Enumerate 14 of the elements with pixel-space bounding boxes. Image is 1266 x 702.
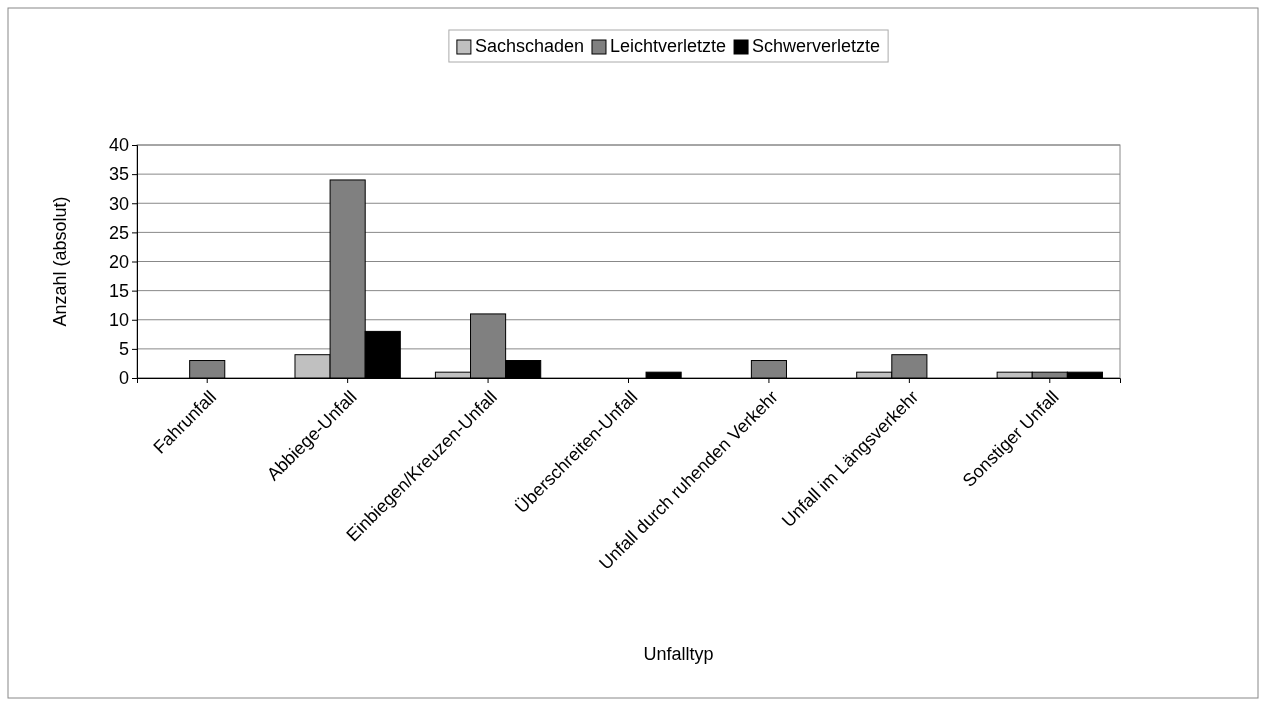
legend-label: Schwerverletzte — [752, 36, 881, 56]
y-tick-label: 40 — [108, 135, 129, 156]
y-tick-label: 0 — [118, 368, 129, 389]
legend-label: Sachschaden — [474, 36, 584, 56]
y-tick-label: 15 — [108, 280, 129, 301]
y-tick-label: 10 — [108, 310, 129, 331]
y-tick-label: 35 — [108, 164, 129, 185]
y-axis-title: Anzahl (absolut) — [50, 196, 70, 327]
legend-label: Leichtverletzte — [609, 36, 727, 56]
y-tick-label: 30 — [108, 193, 129, 214]
y-tick-label: 25 — [108, 222, 129, 243]
y-tick-label: 5 — [118, 339, 129, 360]
x-axis-title: Unfalltyp — [643, 644, 714, 664]
y-tick-label: 20 — [108, 251, 129, 272]
